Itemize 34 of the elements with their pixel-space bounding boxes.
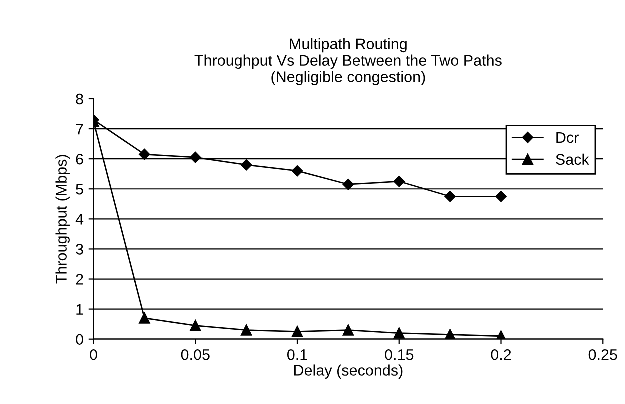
point <box>496 191 507 202</box>
y-tick-label: 7 <box>76 124 84 135</box>
point <box>139 148 150 160</box>
y-tick-label: 1 <box>76 304 84 315</box>
x-tick-label: 0.25 <box>588 349 618 360</box>
x-tick-label: 0.2 <box>491 349 512 360</box>
y-tick-label: 8 <box>76 94 84 105</box>
y-tick-label: 5 <box>76 184 84 195</box>
point <box>292 326 304 338</box>
point <box>292 165 304 177</box>
point <box>342 324 354 336</box>
y-tick-label: 6 <box>76 154 84 165</box>
y-tick-label: 4 <box>76 214 84 225</box>
x-tick-label: 0.05 <box>181 349 210 360</box>
point <box>394 176 405 188</box>
point <box>190 320 202 332</box>
point <box>394 328 405 339</box>
point <box>139 312 150 324</box>
y-tick-label: 2 <box>76 274 84 285</box>
chart-title: Multipath Routing Throughput Vs Delay Between the Two Paths (Negligible congestion) <box>194 38 502 86</box>
x-tick-label: 0.15 <box>385 349 414 360</box>
legend-label: Sack <box>556 154 590 166</box>
y-tick-label: 3 <box>76 244 84 255</box>
point <box>241 324 252 336</box>
y-axis-title: Throughput (Mbps) <box>56 155 70 284</box>
x-tick-label: 0.1 <box>287 349 308 360</box>
point <box>342 179 354 190</box>
legend-label: Dcr <box>556 132 579 144</box>
point <box>240 159 252 171</box>
y-tick-label: 0 <box>76 334 84 346</box>
point <box>444 191 456 202</box>
x-axis-title: Delay (seconds) <box>294 364 403 379</box>
x-tick-label: 0 <box>90 349 98 360</box>
point <box>190 152 202 164</box>
